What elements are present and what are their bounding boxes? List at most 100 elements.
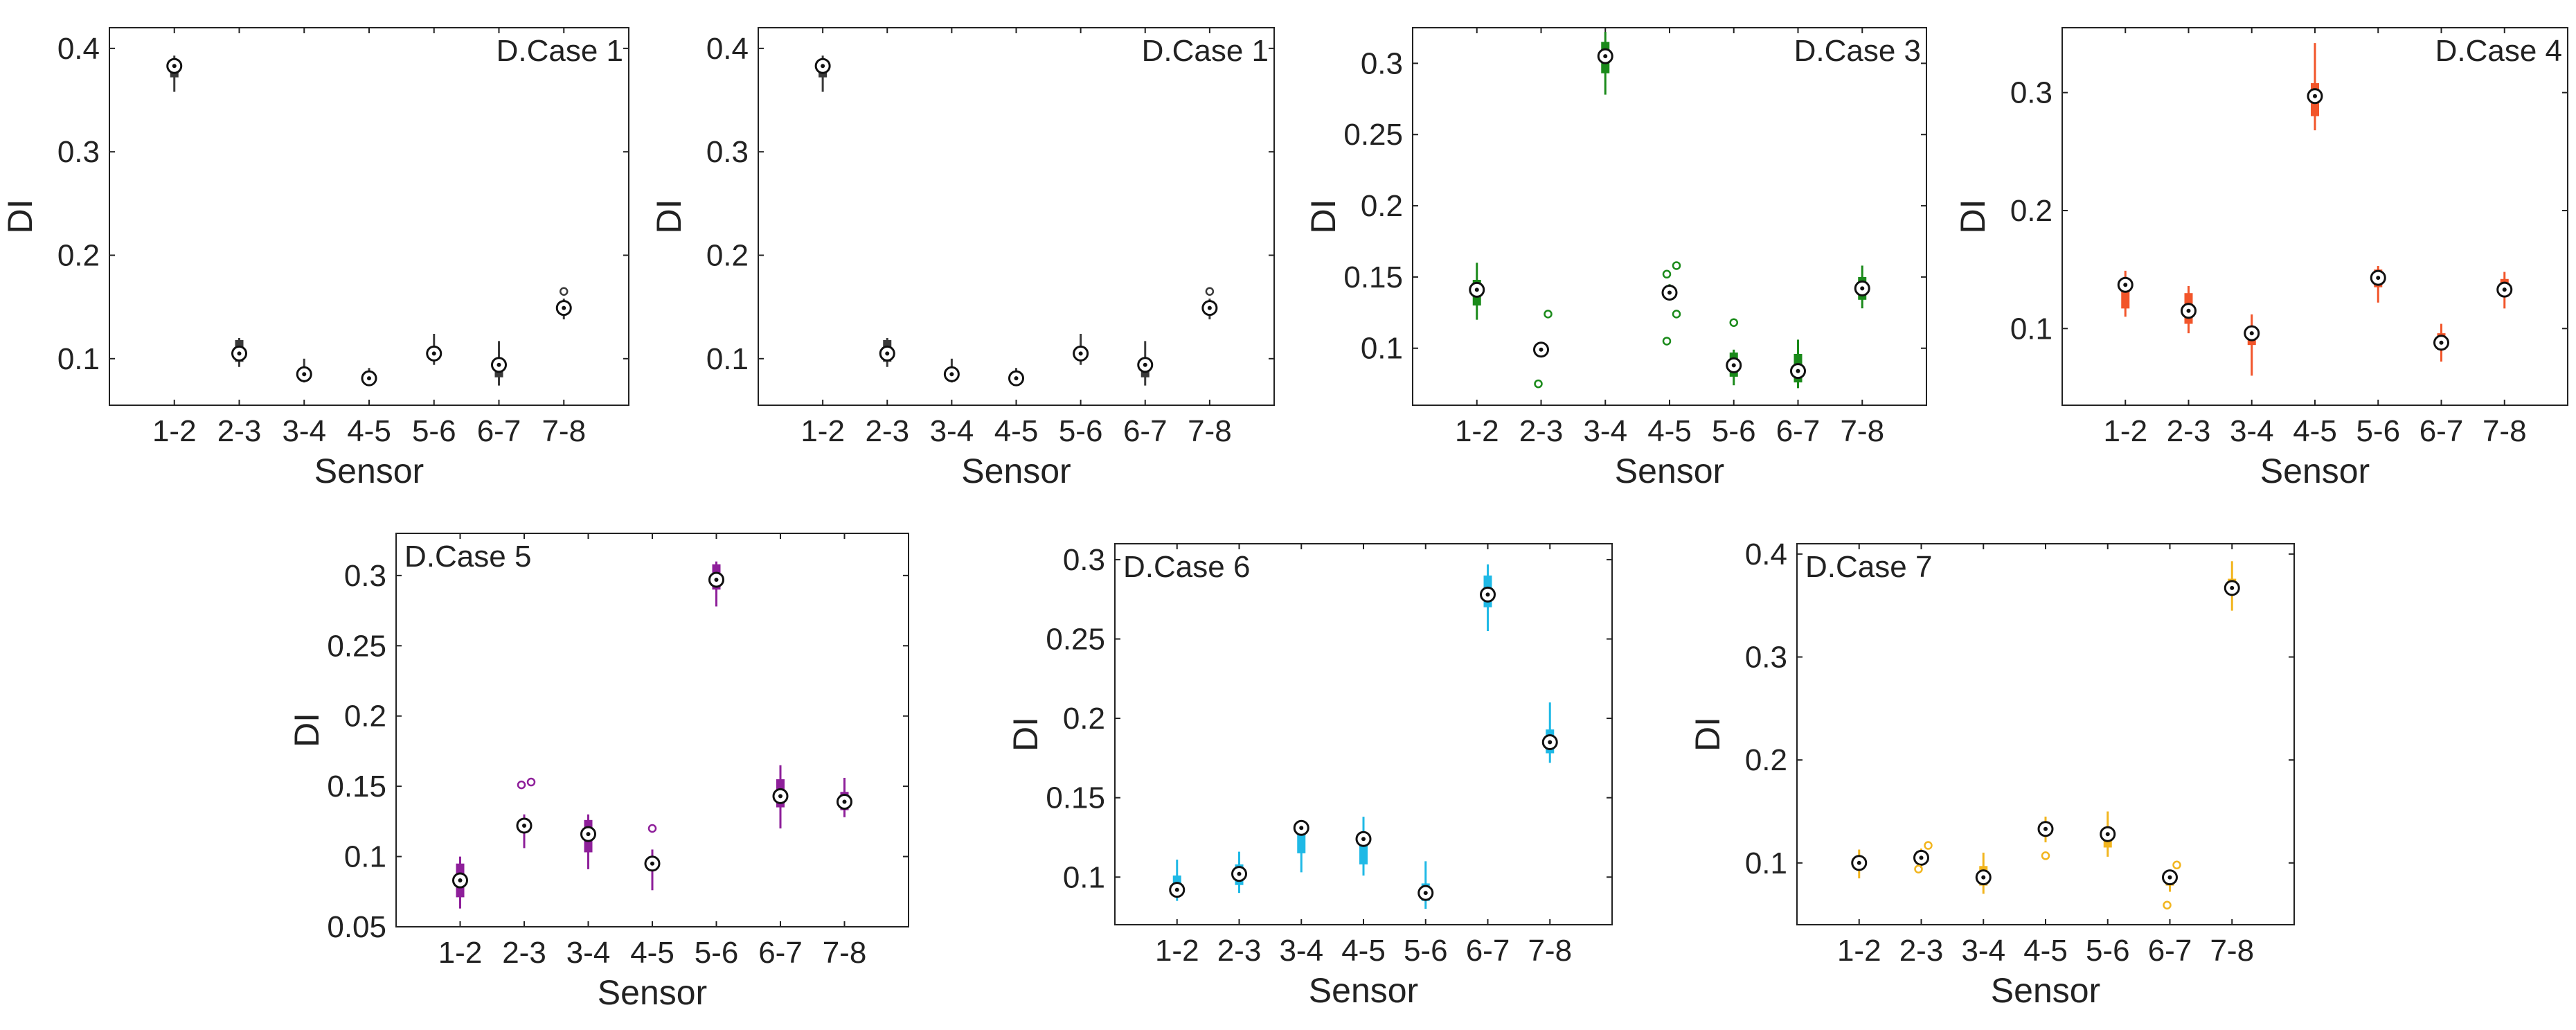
box-3-4 <box>1975 852 1992 894</box>
x-axis-title: Sensor <box>1615 452 1724 490</box>
x-tick-label: 3-4 <box>2230 414 2274 448</box>
x-tick-label: 6-7 <box>477 414 521 448</box>
box-2-3 <box>1533 310 1553 389</box>
x-tick-label: 4-5 <box>994 414 1039 448</box>
x-tick-label: 1-2 <box>1455 414 1499 448</box>
box-median-dot <box>172 64 177 69</box>
y-tick-label: 0.3 <box>1063 543 1105 577</box>
panel-title: D.Case 3 <box>1794 34 1921 68</box>
y-tick-label: 0.4 <box>57 32 100 66</box>
box-median-dot <box>885 351 890 356</box>
box-median-dot <box>1919 855 1924 860</box>
box-outlier <box>1672 310 1681 319</box>
box-outlier <box>1729 318 1738 327</box>
panel-title: D.Case 7 <box>1805 550 1932 584</box>
y-tick-label: 0.05 <box>327 910 386 944</box>
box-3-4 <box>580 814 596 869</box>
chart-panel-2: 0.1 0.2 0.3 0.4 1-2 2-3 3-4 4-5 5-6 6-7 7-8 Sensor D… <box>650 27 1275 490</box>
box-7-8 <box>2224 561 2240 611</box>
x-tick-label: 5-6 <box>1059 414 1103 448</box>
y-axis-title: DI <box>650 199 688 234</box>
box-7-8 <box>2496 272 2513 309</box>
y-tick-label: 0.15 <box>1343 260 1403 294</box>
x-tick-label: 4-5 <box>2023 934 2068 968</box>
x-tick-label: 4-5 <box>347 414 391 448</box>
x-tick-label: 4-5 <box>1341 934 1386 968</box>
box-median-dot <box>1860 286 1865 291</box>
chart-panel-6: 0.1 0.15 0.2 0.25 0.3 1-2 2-3 3-4 4-5 5-6 6-7 7-8 Se… <box>1006 543 1613 1010</box>
box-median-dot <box>302 372 307 377</box>
box-4-5 <box>2307 43 2323 131</box>
box-median-dot <box>2230 585 2235 590</box>
y-tick-label: 0.25 <box>327 629 386 663</box>
x-tick-label: 2-3 <box>1217 934 1262 968</box>
x-tick-label: 1-2 <box>1837 934 1881 968</box>
box-median-dot <box>1361 837 1366 842</box>
box-median-dot <box>586 832 591 837</box>
box-5-6 <box>426 333 442 365</box>
panel-title: D.Case 1 <box>1142 34 1269 68</box>
y-tick-label: 0.2 <box>344 700 386 734</box>
box-median-dot <box>1796 369 1800 373</box>
y-tick-label: 0.1 <box>57 342 100 376</box>
y-tick-label: 0.2 <box>706 238 749 272</box>
box-6-7 <box>2433 323 2449 362</box>
x-axis-title: Sensor <box>314 452 424 490</box>
chart-panel-4: 0.1 0.2 0.3 1-2 2-3 3-4 4-5 5-6 6-7 7-8 Sensor DI D.… <box>1953 27 2568 490</box>
x-tick-label: 3-4 <box>566 936 611 970</box>
box-6-7 <box>2162 860 2181 910</box>
y-tick-label: 0.3 <box>2010 76 2052 110</box>
x-tick-label: 7-8 <box>1188 414 1232 448</box>
x-tick-label: 2-3 <box>2167 414 2211 448</box>
y-tick-label: 0.3 <box>1745 641 1787 675</box>
box-7-8 <box>555 287 572 320</box>
box-7-8 <box>1541 702 1558 763</box>
box-median-dot <box>1078 351 1083 356</box>
box-median-dot <box>1548 740 1553 745</box>
y-tick-label: 0.25 <box>1046 623 1105 657</box>
box-6-7 <box>491 341 507 386</box>
x-tick-label: 4-5 <box>1647 414 1692 448</box>
box-median-dot <box>1143 362 1147 367</box>
box-median-dot <box>562 305 566 310</box>
y-tick-label: 0.2 <box>1063 702 1105 736</box>
box-outlier <box>517 780 526 790</box>
box-3-4 <box>2244 314 2260 376</box>
box-median-dot <box>522 823 526 828</box>
box-median-dot <box>1857 860 1861 865</box>
box-outlier <box>2041 851 2050 860</box>
y-tick-label: 0.1 <box>706 342 749 376</box>
y-axis-title: DI <box>287 713 326 747</box>
x-tick-label: 5-6 <box>1712 414 1756 448</box>
box-4-5 <box>2037 816 2054 860</box>
x-tick-label: 5-6 <box>2086 934 2130 968</box>
box-outlier <box>1662 269 1672 279</box>
y-tick-label: 0.3 <box>344 559 386 593</box>
box-median-dot <box>1981 875 1986 880</box>
chart-panel-1: 0.1 0.2 0.3 0.4 1-2 2-3 3-4 4-5 5-6 6-7 7-8 Sensor D… <box>1 27 629 490</box>
box-5-6 <box>2100 811 2116 857</box>
box-median-dot <box>650 861 654 866</box>
x-tick-label: 5-6 <box>695 936 739 970</box>
x-tick-label: 6-7 <box>1123 414 1168 448</box>
panel-title: D.Case 1 <box>497 34 623 68</box>
x-tick-label: 6-7 <box>2148 934 2192 968</box>
box-median-dot <box>2105 832 2110 837</box>
box-median-dot <box>1731 363 1736 368</box>
box-6-7 <box>1790 339 1806 389</box>
y-tick-label: 0.2 <box>57 238 100 272</box>
box-4-5 <box>1355 817 1372 876</box>
y-tick-label: 0.1 <box>344 840 386 874</box>
x-tick-label: 1-2 <box>1155 934 1199 968</box>
box-4-5 <box>1008 368 1024 387</box>
x-tick-label: 5-6 <box>1404 934 1448 968</box>
box-6-7 <box>1480 564 1496 632</box>
box-2-3 <box>231 337 247 367</box>
y-tick-label: 0.1 <box>1063 860 1105 894</box>
box-outlier <box>526 777 536 787</box>
box-outlier <box>2163 900 2172 910</box>
box-5-6 <box>708 561 724 607</box>
x-axis-title: Sensor <box>1991 971 2100 1010</box>
x-tick-label: 3-4 <box>1279 934 1323 968</box>
y-axis-title: DI <box>1 199 39 234</box>
